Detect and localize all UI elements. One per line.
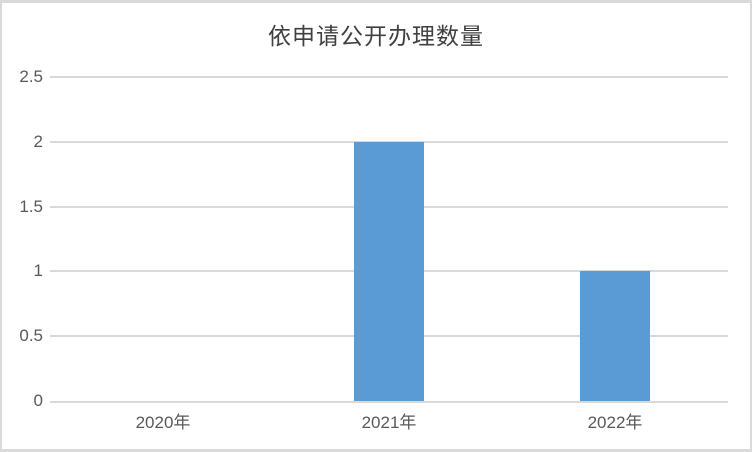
y-axis-tick-label-0: 0 [33, 391, 43, 410]
bar-2022 [580, 271, 650, 401]
bar-2021 [354, 141, 424, 401]
y-axis-tick-label-0.5: 0.5 [19, 326, 43, 346]
x-axis-category-label-2022: 2022年 [587, 413, 643, 432]
y-gridline-2 [50, 140, 728, 143]
chart-title: 依申请公开办理数量 [268, 24, 484, 49]
x-axis-category-label-2020: 2020年 [135, 413, 191, 432]
x-axis-category-label-2021: 2021年 [361, 413, 417, 432]
y-axis-tick-label-2.5: 2.5 [19, 67, 43, 86]
y-gridline-2.5 [50, 76, 728, 78]
y-axis-tick-label-1: 1 [33, 261, 43, 281]
y-axis-tick-label-2: 2 [33, 131, 43, 151]
plot-area [50, 76, 728, 403]
y-axis-tick-label-1.5: 1.5 [19, 196, 43, 216]
